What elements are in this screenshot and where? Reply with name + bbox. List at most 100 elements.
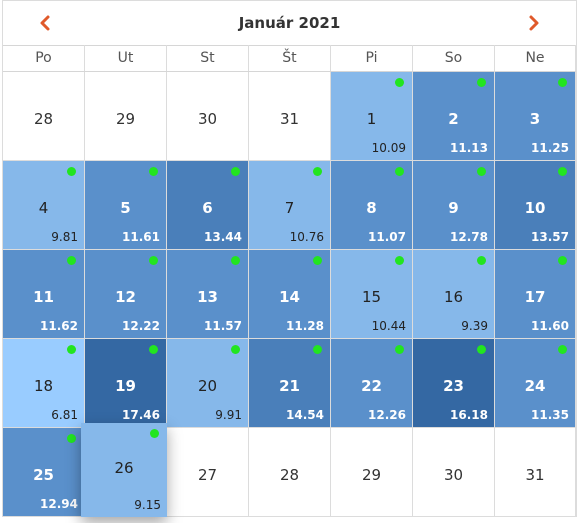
availability-dot-icon [149, 345, 158, 354]
day-number: 20 [197, 377, 218, 395]
availability-dot-icon [558, 78, 567, 87]
day-price: 11.35 [531, 408, 569, 422]
day-price: 12.78 [450, 230, 488, 244]
next-month-button[interactable] [520, 9, 548, 37]
weekday-3: St [167, 45, 249, 71]
day-number: 30 [443, 466, 464, 484]
day-number: 19 [115, 377, 136, 395]
day-number: 2 [448, 110, 459, 128]
day-cell[interactable]: 29 [331, 428, 413, 517]
availability-dot-icon [67, 345, 76, 354]
day-price: 11.28 [286, 319, 324, 333]
availability-dot-icon [231, 256, 240, 265]
day-price: 12.26 [368, 408, 406, 422]
day-price: 11.62 [40, 319, 78, 333]
availability-dot-icon [313, 167, 322, 176]
day-cell[interactable]: 27 [167, 428, 249, 517]
day-number: 15 [361, 288, 382, 306]
day-price: 14.54 [286, 408, 324, 422]
month-title: Január 2021 [238, 14, 341, 32]
day-cell[interactable]: 8 11.07 [331, 161, 413, 250]
day-cell[interactable]: 2 11.13 [413, 72, 495, 161]
day-cell[interactable]: 20 9.91 [167, 339, 249, 428]
availability-dot-icon [477, 345, 486, 354]
availability-dot-icon [313, 345, 322, 354]
availability-dot-icon [231, 167, 240, 176]
availability-dot-icon [477, 78, 486, 87]
day-cell[interactable]: 22 12.26 [331, 339, 413, 428]
prev-month-button[interactable] [31, 9, 59, 37]
day-number: 26 [114, 459, 134, 477]
availability-dot-icon [558, 345, 567, 354]
day-number: 17 [524, 288, 546, 306]
day-number: 8 [366, 199, 377, 217]
availability-dot-icon [558, 167, 567, 176]
calendar-header: Január 2021 [3, 1, 576, 46]
day-number: 10 [524, 199, 546, 217]
weekday-2: Ut [85, 45, 167, 71]
day-number: 6 [202, 199, 213, 217]
day-cell[interactable]: 18 6.81 [3, 339, 85, 428]
day-number: 28 [33, 110, 54, 128]
day-cell[interactable]: 9 12.78 [413, 161, 495, 250]
day-price: 10.09 [371, 141, 406, 155]
day-number: 14 [279, 288, 300, 306]
day-cell[interactable]: 31 [249, 72, 331, 161]
day-cell[interactable]: 23 16.18 [413, 339, 495, 428]
day-number: 16 [443, 288, 464, 306]
weekday-4: Št [249, 45, 331, 71]
day-price: 11.57 [204, 319, 242, 333]
day-price: 13.44 [204, 230, 242, 244]
day-number: 30 [197, 110, 218, 128]
day-price: 9.39 [461, 319, 488, 333]
weekday-7: Ne [495, 45, 576, 71]
weekday-1: Po [3, 45, 85, 71]
day-cell[interactable]: 11 11.62 [3, 250, 85, 339]
day-cell[interactable]: 31 [495, 428, 576, 517]
day-cell[interactable]: 14 11.28 [249, 250, 331, 339]
chevron-left-icon [40, 15, 50, 31]
day-cell[interactable]: 30 [167, 72, 249, 161]
day-price: 11.60 [531, 319, 569, 333]
day-cell[interactable]: 4 9.81 [3, 161, 85, 250]
day-cell[interactable]: 24 11.35 [495, 339, 576, 428]
day-cell[interactable]: 1 10.09 [331, 72, 413, 161]
availability-dot-icon [395, 167, 404, 176]
day-cell[interactable]: 6 13.44 [167, 161, 249, 250]
day-number: 29 [115, 110, 136, 128]
day-number: 29 [361, 466, 382, 484]
day-number: 22 [361, 377, 382, 395]
day-cell[interactable]: 26 9.15 [81, 423, 167, 517]
availability-dot-icon [231, 345, 240, 354]
day-cell[interactable]: 5 11.61 [85, 161, 167, 250]
day-number: 23 [443, 377, 464, 395]
day-cell[interactable]: 25 12.94 [3, 428, 85, 517]
day-cell[interactable]: 7 10.76 [249, 161, 331, 250]
day-cell[interactable]: 3 11.25 [495, 72, 576, 161]
availability-dot-icon [395, 256, 404, 265]
day-number: 9 [448, 199, 459, 217]
day-price: 11.13 [450, 141, 488, 155]
availability-dot-icon [395, 345, 404, 354]
weekday-6: So [413, 45, 495, 71]
day-cell[interactable]: 28 [249, 428, 331, 517]
day-number: 31 [279, 110, 300, 128]
day-price: 9.15 [134, 498, 161, 512]
day-cell[interactable]: 29 [85, 72, 167, 161]
day-number: 21 [279, 377, 300, 395]
availability-dot-icon [477, 167, 486, 176]
day-cell[interactable]: 16 9.39 [413, 250, 495, 339]
day-number: 7 [284, 199, 295, 217]
day-price: 6.81 [51, 408, 78, 422]
day-cell[interactable]: 17 11.60 [495, 250, 576, 339]
day-cell[interactable]: 19 17.46 [85, 339, 167, 428]
day-cell[interactable]: 15 10.44 [331, 250, 413, 339]
weekday-header: Po Ut St Št Pi So Ne [3, 45, 576, 72]
day-grid: 28 29 30 31 1 10.09 2 11.13 3 11.25 4 9.81 5 11.61 6 13… [3, 72, 576, 517]
day-cell[interactable]: 28 [3, 72, 85, 161]
day-cell[interactable]: 12 12.22 [85, 250, 167, 339]
day-cell[interactable]: 10 13.57 [495, 161, 576, 250]
day-cell[interactable]: 13 11.57 [167, 250, 249, 339]
day-cell[interactable]: 30 [413, 428, 495, 517]
day-cell[interactable]: 21 14.54 [249, 339, 331, 428]
